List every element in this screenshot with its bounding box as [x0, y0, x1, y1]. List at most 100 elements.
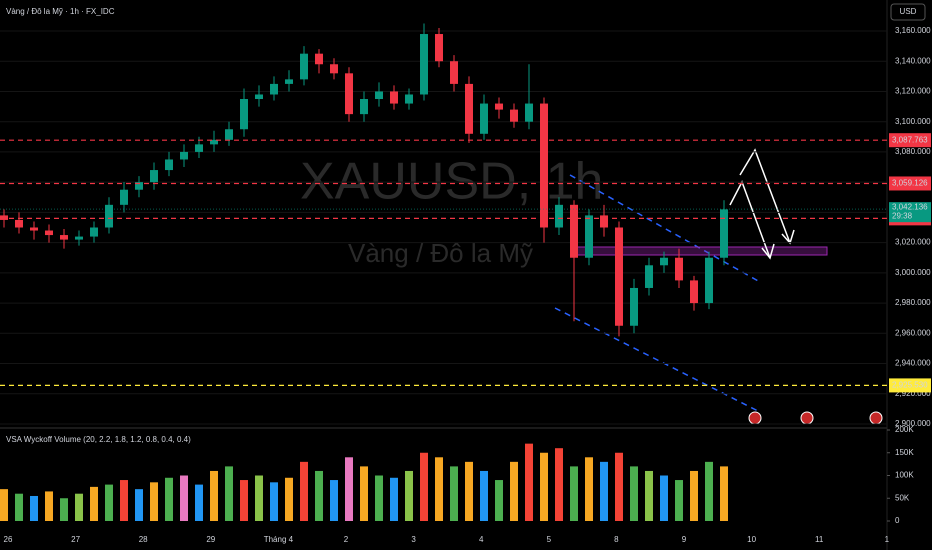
y-tick-label: 3,140.000: [895, 56, 931, 65]
candle-body: [375, 91, 383, 100]
volume-bar: [420, 452, 428, 521]
volume-bar: [360, 466, 368, 521]
volume-bar: [690, 470, 698, 521]
candle-body: [525, 103, 533, 122]
volume-bar: [225, 466, 233, 521]
volume-bar: [300, 461, 308, 521]
candle-body: [135, 182, 143, 190]
candle-body: [555, 204, 563, 228]
candle-body: [450, 61, 458, 84]
x-tick-label: 5: [547, 535, 552, 544]
x-tick-label: 29: [206, 535, 215, 544]
currency[interactable]: USD: [900, 7, 917, 16]
candle-body: [690, 280, 698, 304]
indicator-label: VSA Wyckoff Volume (20, 2.2, 1.8, 1.2, 0…: [6, 435, 191, 444]
candle-body: [570, 204, 578, 258]
candle-body: [90, 227, 98, 237]
volume-bar: [405, 470, 413, 521]
candle-body: [30, 227, 38, 231]
volume-bar: [75, 493, 83, 521]
volume-bar: [435, 457, 443, 521]
candle-body: [75, 236, 83, 240]
volume-bar: [210, 470, 218, 521]
candle-body: [615, 227, 623, 326]
x-tick-label: 9: [682, 535, 687, 544]
volume-bar: [105, 484, 113, 521]
volume-bar: [285, 477, 293, 521]
x-tick-label: 28: [139, 535, 148, 544]
volume-bar: [45, 491, 53, 521]
symbol-info: Vàng / Đô la Mỹ · 1h · FX_IDC: [6, 7, 115, 16]
price-tag: [889, 378, 931, 393]
event-icon[interactable]: [869, 411, 883, 425]
volume-bar: [0, 489, 8, 521]
volume-bar: [90, 486, 98, 521]
last-price-label: 3,042.136: [892, 202, 928, 211]
volume-bar: [150, 482, 158, 521]
volume-tick-label: 200K: [895, 425, 914, 434]
volume-bar: [375, 475, 383, 521]
y-tick-label: 2,900.000: [895, 419, 931, 428]
channel-lower: [554, 307, 761, 413]
y-tick-label: 3,020.000: [895, 238, 931, 247]
volume-bar: [240, 480, 248, 521]
candle-body: [15, 219, 23, 228]
volume-bar: [195, 484, 203, 521]
volume-bar: [450, 466, 458, 521]
x-tick-label: 3: [411, 535, 416, 544]
event-icon[interactable]: [800, 411, 814, 425]
candle-body: [465, 83, 473, 134]
x-tick-label: 4: [479, 535, 484, 544]
volume-bar: [315, 470, 323, 521]
volume-bar: [120, 480, 128, 521]
y-tick-label: 2,920.000: [895, 389, 931, 398]
volume-bar: [330, 480, 338, 521]
last-price-tag: [889, 202, 931, 223]
y-tick-label: 2,980.000: [895, 298, 931, 307]
candle-body: [105, 204, 113, 228]
volume-bar: [390, 477, 398, 521]
candle-body: [240, 99, 248, 130]
candle-body: [345, 73, 353, 115]
currency-box[interactable]: [890, 3, 926, 21]
candle-body: [165, 159, 173, 171]
price-tag: [889, 133, 931, 148]
candle-body: [315, 53, 323, 65]
candle-body: [675, 257, 683, 281]
y-tick-label: 2,960.000: [895, 328, 931, 337]
candle-body: [480, 103, 488, 134]
volume-bar: [465, 461, 473, 521]
candle-body: [45, 230, 53, 236]
candle-body: [510, 109, 518, 122]
y-tick-label: 3,100.000: [895, 117, 931, 126]
volume-tick-label: 0: [895, 516, 900, 525]
volume-bar: [15, 493, 23, 521]
candle-body: [120, 189, 128, 205]
x-tick-label: 11: [815, 535, 824, 544]
candle-body: [330, 64, 338, 74]
candle-body: [300, 53, 308, 80]
candle-body: [270, 83, 278, 95]
volume-bar: [660, 475, 668, 521]
volume-bar: [630, 466, 638, 521]
candle-body: [60, 235, 68, 240]
price-tag: [889, 176, 931, 191]
candle-body: [285, 79, 293, 84]
x-tick-label: 10: [747, 535, 756, 544]
candle-body: [420, 34, 428, 95]
y-tick-label: 2,940.000: [895, 359, 931, 368]
volume-tick-label: 100K: [895, 471, 914, 480]
volume-tick-label: 50K: [895, 493, 910, 502]
candle-body: [360, 99, 368, 115]
volume-bar: [675, 480, 683, 521]
candle-body: [495, 103, 503, 110]
volume-bar: [60, 498, 68, 521]
event-icon[interactable]: [748, 411, 762, 425]
x-tick-label: Tháng 4: [264, 535, 294, 544]
volume-bar: [135, 489, 143, 521]
countdown: 29:38: [892, 211, 913, 220]
volume-bar: [30, 495, 38, 521]
candle-body: [540, 103, 548, 228]
